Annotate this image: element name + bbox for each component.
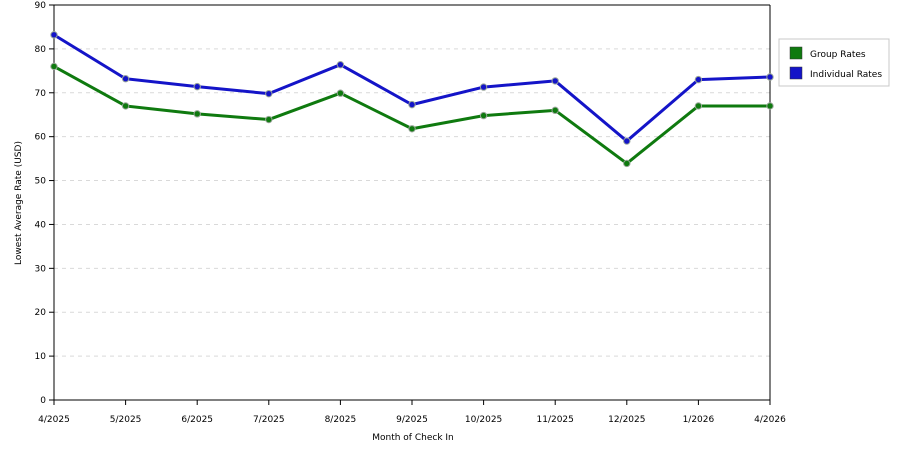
y-ticks: 0 10 20 30 40 50 60 70 80 90: [35, 1, 54, 406]
legend-swatch-group-rates: [789, 46, 803, 60]
y-tick-label: 60: [35, 133, 47, 143]
x-axis-label: Month of Check In: [372, 433, 454, 443]
x-tick-label: 9/2025: [396, 415, 428, 425]
x-tick-label: 6/2025: [181, 415, 213, 425]
data-point: [121, 102, 130, 110]
series-lines: [50, 31, 774, 168]
y-tick-label: 30: [35, 264, 47, 274]
data-point: [766, 73, 774, 81]
x-tick-label: 12/2025: [608, 415, 645, 425]
data-point: [551, 77, 559, 85]
data-point: [551, 106, 559, 115]
data-point: [479, 83, 488, 91]
y-tick-label: 50: [35, 177, 47, 187]
x-tick-label: 4/2025: [38, 415, 70, 425]
data-point: [265, 115, 273, 124]
legend-swatch-individual-rates: [789, 66, 803, 80]
axes: [53, 4, 771, 401]
data-point: [694, 75, 703, 84]
y-axis-label: Lowest Average Rate (USD): [14, 141, 24, 265]
y-tick-label: 0: [40, 396, 46, 406]
y-tick-label: 90: [35, 1, 47, 11]
y-tick-label: 80: [35, 45, 47, 55]
x-tick-label: 8/2025: [325, 415, 357, 425]
x-tick-label: 10/2025: [465, 415, 502, 425]
data-point: [623, 137, 631, 145]
y-tick-label: 40: [35, 220, 47, 230]
data-point: [121, 75, 130, 83]
data-point: [265, 89, 273, 98]
x-ticks: 4/2025 5/2025 6/2025 7/2025 8/2025 9/2025 10/2…: [38, 400, 786, 425]
data-point: [193, 110, 201, 118]
gridlines: [54, 48, 770, 357]
data-point: [766, 102, 774, 110]
legend-label-individual-rates: Individual Rates: [810, 70, 882, 80]
data-point: [193, 82, 201, 91]
data-point: [50, 31, 58, 39]
data-point: [694, 102, 703, 110]
data-point: [623, 159, 631, 168]
data-point: [408, 125, 416, 133]
data-point: [336, 60, 345, 69]
legend: Group Rates Individual Rates: [778, 38, 890, 87]
x-tick-label: 1/2026: [683, 415, 715, 425]
y-tick-label: 20: [35, 308, 47, 318]
data-point: [336, 89, 345, 97]
legend-label-group-rates: Group Rates: [810, 50, 866, 60]
x-tick-label: 7/2025: [253, 415, 285, 425]
y-tick-label: 70: [35, 89, 47, 99]
x-tick-label: 5/2025: [110, 415, 142, 425]
x-tick-label: 11/2025: [537, 415, 574, 425]
data-point: [50, 62, 58, 71]
data-point: [408, 100, 416, 109]
series-line-group-rates: [53, 65, 770, 165]
data-point: [479, 111, 488, 120]
x-tick-label: 4/2026: [754, 415, 786, 425]
y-tick-label: 10: [35, 352, 47, 362]
